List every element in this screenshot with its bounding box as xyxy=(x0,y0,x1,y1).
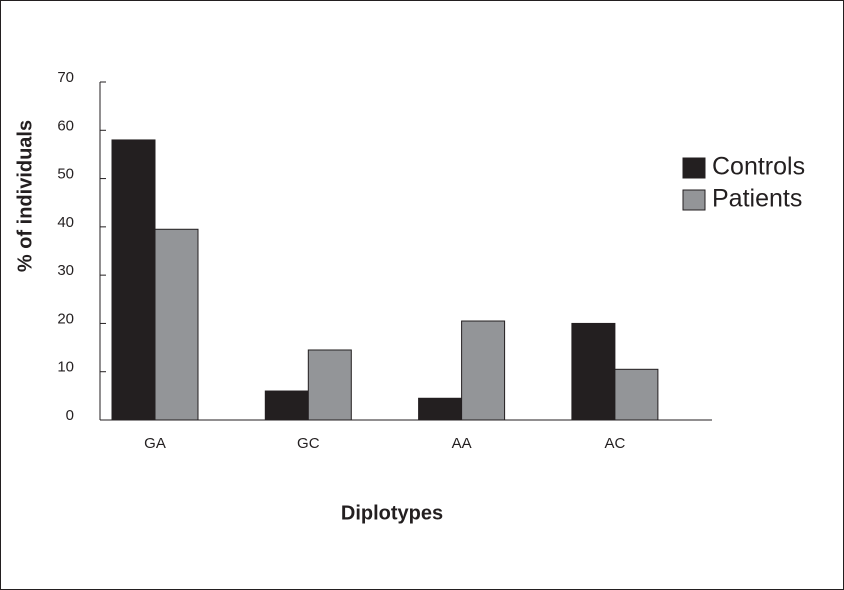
y-tick-label: 30 xyxy=(57,262,74,279)
y-tick-label: 0 xyxy=(66,407,74,424)
legend-label: Patients xyxy=(712,185,802,213)
legend-swatch xyxy=(682,157,706,179)
y-tick-label: 50 xyxy=(57,166,74,183)
x-tick-label: GC xyxy=(297,435,320,452)
bar xyxy=(571,322,616,421)
x-axis-title: Diplotypes xyxy=(341,502,443,524)
bar xyxy=(264,390,309,421)
bar xyxy=(418,397,463,421)
bar xyxy=(614,368,659,421)
bar xyxy=(461,320,506,421)
legend-label: Controls xyxy=(712,153,805,181)
y-tick-label: 70 xyxy=(57,69,74,86)
y-tick-label: 10 xyxy=(57,359,74,376)
y-tick-label: 60 xyxy=(57,117,74,134)
y-tick-label: 40 xyxy=(57,214,74,231)
bar xyxy=(307,349,352,421)
x-tick-label: AA xyxy=(452,435,472,452)
y-axis-title: % of individuals xyxy=(14,120,36,272)
x-tick-label: GA xyxy=(144,435,166,452)
x-tick-label: AC xyxy=(604,435,625,452)
bar xyxy=(154,228,199,421)
y-tick-label: 20 xyxy=(57,310,74,327)
bar xyxy=(111,139,156,421)
legend-swatch xyxy=(682,189,706,211)
